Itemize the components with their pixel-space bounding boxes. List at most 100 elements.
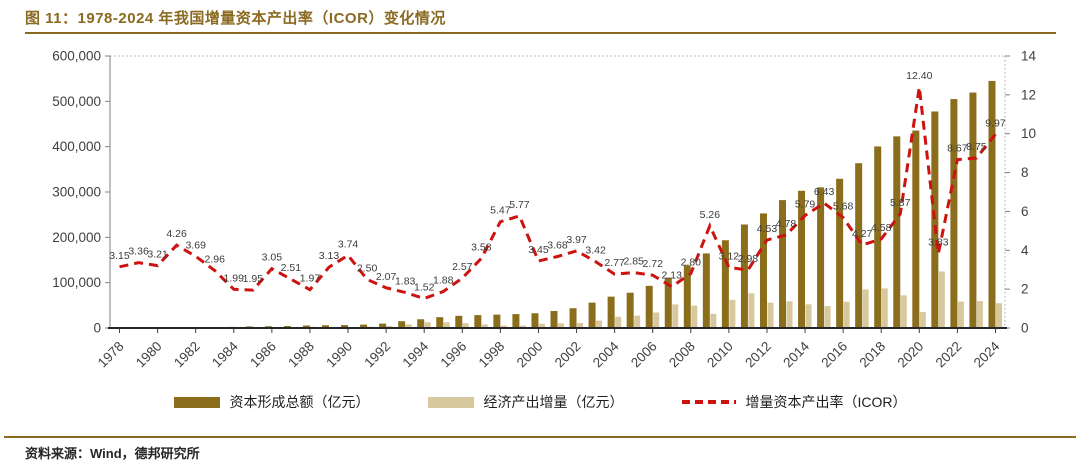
x-axis-tick-label: 2018	[856, 339, 888, 371]
icor-data-label: 3.74	[338, 238, 359, 250]
capital-formation-bar	[341, 325, 349, 328]
icor-data-label: 3.83	[928, 237, 949, 249]
icor-data-label: 2.80	[681, 257, 702, 269]
icor-data-label: 2.51	[281, 262, 302, 274]
x-axis-tick-label: 1984	[209, 338, 241, 370]
capital-formation-bar	[836, 178, 844, 328]
icor-data-label: 2.85	[623, 256, 644, 268]
icor-data-label: 3.13	[319, 250, 340, 262]
capital-formation-bar	[321, 325, 329, 328]
output-increment-bar	[805, 304, 812, 328]
output-increment-bar	[691, 305, 698, 328]
icor-data-label: 4.58	[871, 222, 892, 234]
icor-data-label: 1.83	[395, 275, 416, 287]
icor-data-label: 4.26	[166, 228, 187, 240]
x-axis-tick-label: 1986	[247, 339, 279, 371]
capital-formation-bar	[626, 292, 634, 328]
x-axis-tick-label: 2016	[818, 339, 850, 371]
icor-data-label: 5.87	[890, 197, 911, 209]
icor-data-label: 2.77	[604, 257, 625, 269]
capital-formation-bar	[302, 325, 310, 328]
x-axis-tick-label: 2024	[971, 338, 1003, 370]
capital-formation-bar	[931, 111, 939, 328]
x-axis-tick-label: 2020	[895, 339, 927, 371]
left-axis-tick-label: 500,000	[52, 94, 101, 109]
icor-dashed-line-swatch	[681, 400, 736, 404]
output-increment-bar	[519, 325, 526, 328]
left-axis-tick-label: 400,000	[52, 139, 101, 154]
right-axis-tick-label: 6	[1021, 204, 1029, 219]
source-note: 资料来源：Wind，德邦研究所	[25, 446, 200, 461]
capital-formation-bar	[798, 190, 806, 328]
x-axis-tick-label: 2008	[666, 339, 698, 371]
output-increment-bar	[881, 288, 888, 328]
output-increment-bar	[748, 293, 755, 328]
icor-data-label: 5.79	[795, 199, 816, 211]
icor-data-label: 3.68	[547, 240, 568, 252]
icor-data-label: 4.53	[757, 223, 778, 235]
capital-formation-bar	[988, 80, 996, 328]
output-increment-bar	[919, 312, 926, 328]
icor-data-label: 12.40	[906, 70, 932, 82]
icor-data-label: 3.12	[719, 250, 740, 262]
capital-formation-bar	[474, 315, 482, 328]
x-axis-tick-label: 2006	[628, 339, 660, 371]
capital-formation-bar	[740, 224, 748, 328]
output-increment-bar	[577, 323, 584, 328]
icor-combo-chart: 0 100,000 200,000 300,000 400,000 500,000 600,…	[52, 49, 1036, 371]
x-axis-tick-label: 1982	[171, 339, 203, 371]
icor-data-label: 1.52	[414, 281, 435, 293]
icor-data-label: 3.97	[566, 234, 587, 246]
icor-data-label: 2.96	[205, 253, 226, 265]
capital-formation-bar	[779, 200, 787, 328]
icor-data-label: 8.67	[947, 143, 968, 155]
right-axis-tick-label: 2	[1021, 282, 1029, 297]
left-axis-tick-label: 100,000	[52, 275, 101, 290]
capital-formation-bar	[702, 253, 710, 328]
legend-item-capital-formation: 资本形成总额（亿元）	[173, 392, 370, 412]
icor-data-label: 3.42	[585, 245, 606, 257]
right-axis-tick-label: 0	[1021, 321, 1029, 336]
icor-data-label: 1.97	[300, 273, 321, 285]
x-axis-tick-label: 2002	[552, 339, 584, 371]
output-increment-bar	[596, 320, 603, 328]
chart-legend: 资本形成总额（亿元） 经济产出增量（亿元） 增量资本产出率（ICOR）	[0, 392, 1080, 412]
capital-formation-bar	[817, 187, 825, 328]
output-increment-bar	[767, 302, 774, 328]
x-axis-tick-label: 1996	[438, 339, 470, 371]
icor-data-label: 5.26	[700, 209, 721, 221]
capital-formation-bar	[950, 99, 958, 328]
output-increment-bar	[462, 323, 469, 328]
figure-title: 图 11：1978-2024 年我国增量资本产出率（ICOR）变化情况	[25, 10, 446, 27]
capital-formation-bar	[569, 308, 577, 328]
output-increment-bar	[843, 301, 850, 328]
x-axis-tick-label: 2000	[514, 339, 546, 371]
capital-formation-bar	[550, 311, 558, 328]
icor-data-label: 3.69	[185, 239, 206, 251]
output-increment-bar	[729, 299, 736, 328]
capital-formation-bar	[645, 285, 653, 328]
capital-formation-bar	[360, 324, 368, 328]
icor-data-label: 1.95	[243, 273, 264, 285]
icor-data-label: 3.15	[109, 250, 130, 262]
capital-formation-bar	[417, 319, 425, 328]
x-axis-tick-label: 2014	[780, 338, 812, 370]
output-increment-bar	[862, 289, 869, 328]
title-divider	[25, 32, 1056, 34]
icor-data-label: 5.77	[509, 199, 530, 211]
capital-formation-bar	[912, 130, 920, 328]
source-divider	[4, 436, 1076, 438]
right-axis-tick-label: 4	[1021, 243, 1029, 258]
output-increment-bar	[615, 316, 622, 328]
output-increment-bar	[500, 325, 507, 328]
icor-data-label: 1.88	[433, 274, 454, 286]
legend-label-output-increment: 经济产出增量（亿元）	[483, 394, 624, 410]
output-increment-bar	[672, 304, 679, 328]
output-increment-bar	[634, 315, 641, 328]
icor-data-label: 4.78	[776, 218, 797, 230]
output-increment-bar	[424, 322, 431, 328]
output-increment-bar	[786, 301, 793, 328]
right-axis-tick-label: 8	[1021, 165, 1029, 180]
capital-formation-bar	[436, 317, 444, 328]
